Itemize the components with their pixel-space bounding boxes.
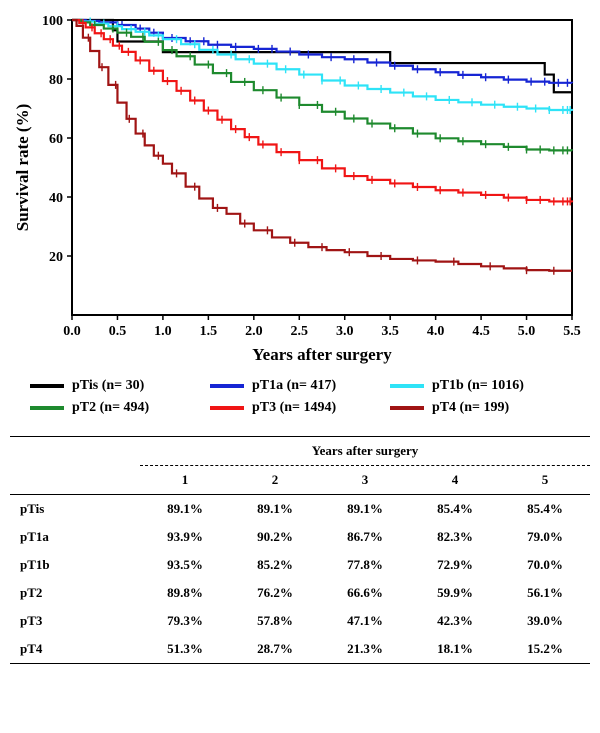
- y-axis-label: Survival rate (%): [13, 104, 32, 231]
- row-label: pT1a: [10, 523, 140, 551]
- row-label: pT1b: [10, 551, 140, 579]
- table-cell: 79.0%: [500, 523, 590, 551]
- km-chart-svg: 0.0 0.5 1.0 1.5 2.0 2.5 3.0 3.5 4.0 4.5 5.0 5.5 20 40…: [10, 10, 590, 370]
- legend-item-pTis: pTis (n= 30): [30, 378, 210, 394]
- table-cell: 15.2%: [500, 635, 590, 664]
- col-header-4: 5: [500, 466, 590, 495]
- legend-item-pT1b: pT1b (n= 1016): [390, 378, 570, 394]
- table-cell: 57.8%: [230, 607, 320, 635]
- col-header-1: 2: [230, 466, 320, 495]
- table-row: pT1a93.9%90.2%86.7%82.3%79.0%: [10, 523, 590, 551]
- legend-label: pT1a (n= 417): [252, 378, 336, 394]
- table-row: pT379.3%57.8%47.1%42.3%39.0%: [10, 607, 590, 635]
- km-chart-container: 0.0 0.5 1.0 1.5 2.0 2.5 3.0 3.5 4.0 4.5 5.0 5.5 20 40…: [10, 10, 590, 370]
- table-cell: 66.6%: [320, 579, 410, 607]
- svg-text:3.5: 3.5: [381, 324, 399, 339]
- col-header-0: 1: [140, 466, 230, 495]
- legend-label: pT1b (n= 1016): [432, 378, 524, 394]
- table-cell: 85.4%: [500, 495, 590, 524]
- svg-text:5.0: 5.0: [518, 324, 536, 339]
- table-cell: 51.3%: [140, 635, 230, 664]
- row-label: pTis: [10, 495, 140, 524]
- table-cell: 70.0%: [500, 551, 590, 579]
- table-cell: 93.5%: [140, 551, 230, 579]
- table-cell: 77.8%: [320, 551, 410, 579]
- table-cell: 85.4%: [410, 495, 500, 524]
- table-cell: 76.2%: [230, 579, 320, 607]
- row-label: pT3: [10, 607, 140, 635]
- legend-swatch: [210, 384, 244, 388]
- table-cell: 21.3%: [320, 635, 410, 664]
- series-pT2: [72, 20, 572, 151]
- svg-text:2.0: 2.0: [245, 324, 263, 339]
- table-row: pT451.3%28.7%21.3%18.1%15.2%: [10, 635, 590, 664]
- legend-swatch: [390, 384, 424, 388]
- legend-item-pT3: pT3 (n= 1494): [210, 400, 390, 416]
- row-label: pT4: [10, 635, 140, 664]
- legend-label: pT3 (n= 1494): [252, 400, 336, 416]
- svg-text:60: 60: [49, 132, 63, 147]
- legend-label: pT2 (n= 494): [72, 400, 149, 416]
- svg-text:1.0: 1.0: [154, 324, 172, 339]
- survival-table-wrapper: Years after surgery12345pTis89.1%89.1%89…: [10, 436, 590, 664]
- table-cell: 39.0%: [500, 607, 590, 635]
- legend-item-pT1a: pT1a (n= 417): [210, 378, 390, 394]
- table-cell: 85.2%: [230, 551, 320, 579]
- svg-text:40: 40: [49, 191, 63, 206]
- svg-text:4.0: 4.0: [427, 324, 445, 339]
- table-cell: 18.1%: [410, 635, 500, 664]
- legend-label: pT4 (n= 199): [432, 400, 509, 416]
- table-row: pTis89.1%89.1%89.1%85.4%85.4%: [10, 495, 590, 524]
- table-cell: 42.3%: [410, 607, 500, 635]
- table-cell: 93.9%: [140, 523, 230, 551]
- svg-text:100: 100: [42, 14, 63, 29]
- table-cell: 90.2%: [230, 523, 320, 551]
- svg-text:20: 20: [49, 250, 63, 265]
- legend-swatch: [390, 406, 424, 410]
- svg-text:2.5: 2.5: [291, 324, 309, 339]
- x-axis-label: Years after surgery: [252, 345, 392, 364]
- table-cell: 47.1%: [320, 607, 410, 635]
- table-cell: 56.1%: [500, 579, 590, 607]
- svg-text:3.0: 3.0: [336, 324, 354, 339]
- table-cell: 59.9%: [410, 579, 500, 607]
- legend-swatch: [30, 406, 64, 410]
- table-cell: 82.3%: [410, 523, 500, 551]
- col-header-2: 3: [320, 466, 410, 495]
- table-cell: 89.1%: [320, 495, 410, 524]
- table-cell: 79.3%: [140, 607, 230, 635]
- legend-swatch: [30, 384, 64, 388]
- col-header-3: 4: [410, 466, 500, 495]
- chart-legend: pTis (n= 30) pT1a (n= 417) pT1b (n= 1016) p…: [30, 378, 570, 422]
- row-label: pT2: [10, 579, 140, 607]
- svg-text:0.5: 0.5: [109, 324, 127, 339]
- table-cell: 72.9%: [410, 551, 500, 579]
- survival-table: Years after surgery12345pTis89.1%89.1%89…: [10, 436, 590, 664]
- legend-swatch: [210, 406, 244, 410]
- table-row: pT1b93.5%85.2%77.8%72.9%70.0%: [10, 551, 590, 579]
- svg-text:0.0: 0.0: [63, 324, 81, 339]
- table-cell: 89.1%: [140, 495, 230, 524]
- table-cell: 28.7%: [230, 635, 320, 664]
- legend-item-pT2: pT2 (n= 494): [30, 400, 210, 416]
- svg-text:4.5: 4.5: [472, 324, 490, 339]
- series-pT1b: [72, 20, 572, 111]
- table-cell: 89.8%: [140, 579, 230, 607]
- table-cell: 86.7%: [320, 523, 410, 551]
- svg-text:1.5: 1.5: [200, 324, 218, 339]
- table-cell: 89.1%: [230, 495, 320, 524]
- table-row: pT289.8%76.2%66.6%59.9%56.1%: [10, 579, 590, 607]
- legend-item-pT4: pT4 (n= 199): [390, 400, 570, 416]
- table-super-header: Years after surgery: [140, 437, 590, 466]
- table-corner-blank: [10, 437, 140, 466]
- svg-text:5.5: 5.5: [563, 324, 581, 339]
- legend-label: pTis (n= 30): [72, 378, 144, 394]
- svg-text:80: 80: [49, 73, 63, 88]
